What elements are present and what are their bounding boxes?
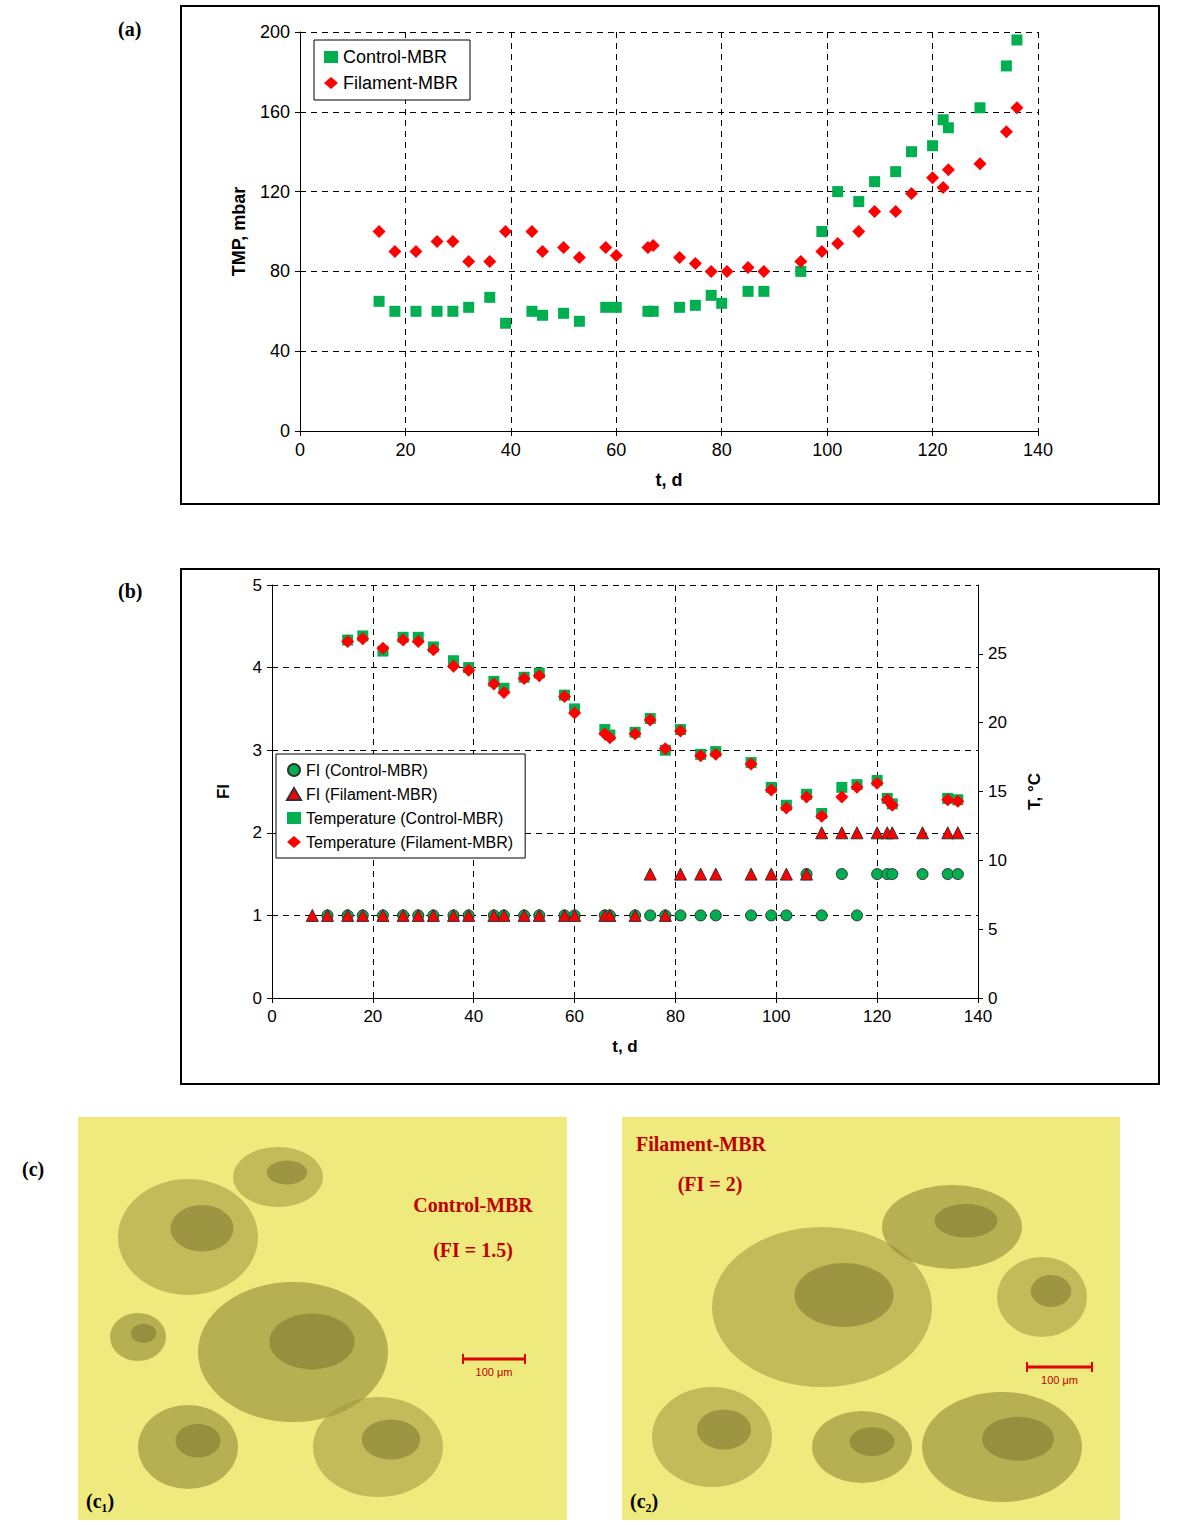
svg-text:(FI = 1.5): (FI = 1.5) bbox=[433, 1239, 513, 1262]
svg-text:0: 0 bbox=[988, 989, 997, 1008]
svg-text:100 μm: 100 μm bbox=[476, 1366, 513, 1378]
svg-text:0: 0 bbox=[280, 421, 290, 441]
svg-text:0: 0 bbox=[295, 440, 305, 460]
svg-text:FI (Control-MBR): FI (Control-MBR) bbox=[306, 762, 428, 779]
svg-text:20: 20 bbox=[363, 1007, 382, 1026]
svg-text:120: 120 bbox=[260, 182, 290, 202]
svg-text:60: 60 bbox=[565, 1007, 584, 1026]
html-text:(c): (c) bbox=[22, 1158, 45, 1180]
svg-text:120: 120 bbox=[863, 1007, 891, 1026]
svg-text:Filament-MBR: Filament-MBR bbox=[636, 1133, 767, 1155]
svg-text:100 μm: 100 μm bbox=[1041, 1374, 1078, 1386]
svg-text:t, d: t, d bbox=[612, 1037, 638, 1056]
svg-text:Filament-MBR: Filament-MBR bbox=[343, 73, 458, 93]
svg-text:0: 0 bbox=[253, 989, 262, 1008]
svg-text:2: 2 bbox=[253, 823, 262, 842]
svg-text:Control-MBR: Control-MBR bbox=[413, 1194, 533, 1216]
svg-text:60: 60 bbox=[606, 440, 626, 460]
svg-text:FI (Filament-MBR): FI (Filament-MBR) bbox=[306, 786, 438, 803]
svg-text:TMP, mbar: TMP, mbar bbox=[229, 187, 249, 277]
svg-text:Temperature (Filament-MBR): Temperature (Filament-MBR) bbox=[306, 834, 513, 851]
html-text:(b): (b) bbox=[118, 580, 143, 602]
svg-text:(c₂): (c₂) bbox=[630, 1490, 658, 1513]
svg-text:Control-MBR: Control-MBR bbox=[343, 47, 447, 67]
svg-text:5: 5 bbox=[988, 920, 997, 939]
svg-text:40: 40 bbox=[501, 440, 521, 460]
svg-text:80: 80 bbox=[666, 1007, 685, 1026]
svg-text:(c₁): (c₁) bbox=[86, 1490, 114, 1513]
html-text:(a): (a) bbox=[118, 18, 142, 40]
svg-text:200: 200 bbox=[260, 22, 290, 42]
svg-text:25: 25 bbox=[988, 644, 1007, 663]
svg-text:FI: FI bbox=[214, 784, 233, 799]
svg-text:15: 15 bbox=[988, 782, 1007, 801]
svg-text:40: 40 bbox=[270, 341, 290, 361]
svg-text:T, °C: T, °C bbox=[1025, 773, 1044, 810]
svg-text:20: 20 bbox=[988, 713, 1007, 732]
svg-text:80: 80 bbox=[270, 261, 290, 281]
svg-text:Temperature (Control-MBR): Temperature (Control-MBR) bbox=[306, 810, 503, 827]
svg-text:140: 140 bbox=[1023, 440, 1053, 460]
svg-text:t, d: t, d bbox=[656, 470, 683, 490]
svg-text:3: 3 bbox=[253, 741, 262, 760]
svg-text:20: 20 bbox=[395, 440, 415, 460]
svg-text:80: 80 bbox=[712, 440, 732, 460]
svg-text:120: 120 bbox=[918, 440, 948, 460]
svg-text:4: 4 bbox=[253, 658, 262, 677]
svg-text:40: 40 bbox=[464, 1007, 483, 1026]
svg-text:5: 5 bbox=[253, 576, 262, 595]
svg-text:160: 160 bbox=[260, 102, 290, 122]
svg-text:100: 100 bbox=[762, 1007, 790, 1026]
svg-text:1: 1 bbox=[253, 906, 262, 925]
svg-text:100: 100 bbox=[812, 440, 842, 460]
svg-text:10: 10 bbox=[988, 851, 1007, 870]
svg-text:(FI = 2): (FI = 2) bbox=[678, 1173, 743, 1196]
svg-text:0: 0 bbox=[267, 1007, 276, 1026]
svg-text:140: 140 bbox=[964, 1007, 992, 1026]
